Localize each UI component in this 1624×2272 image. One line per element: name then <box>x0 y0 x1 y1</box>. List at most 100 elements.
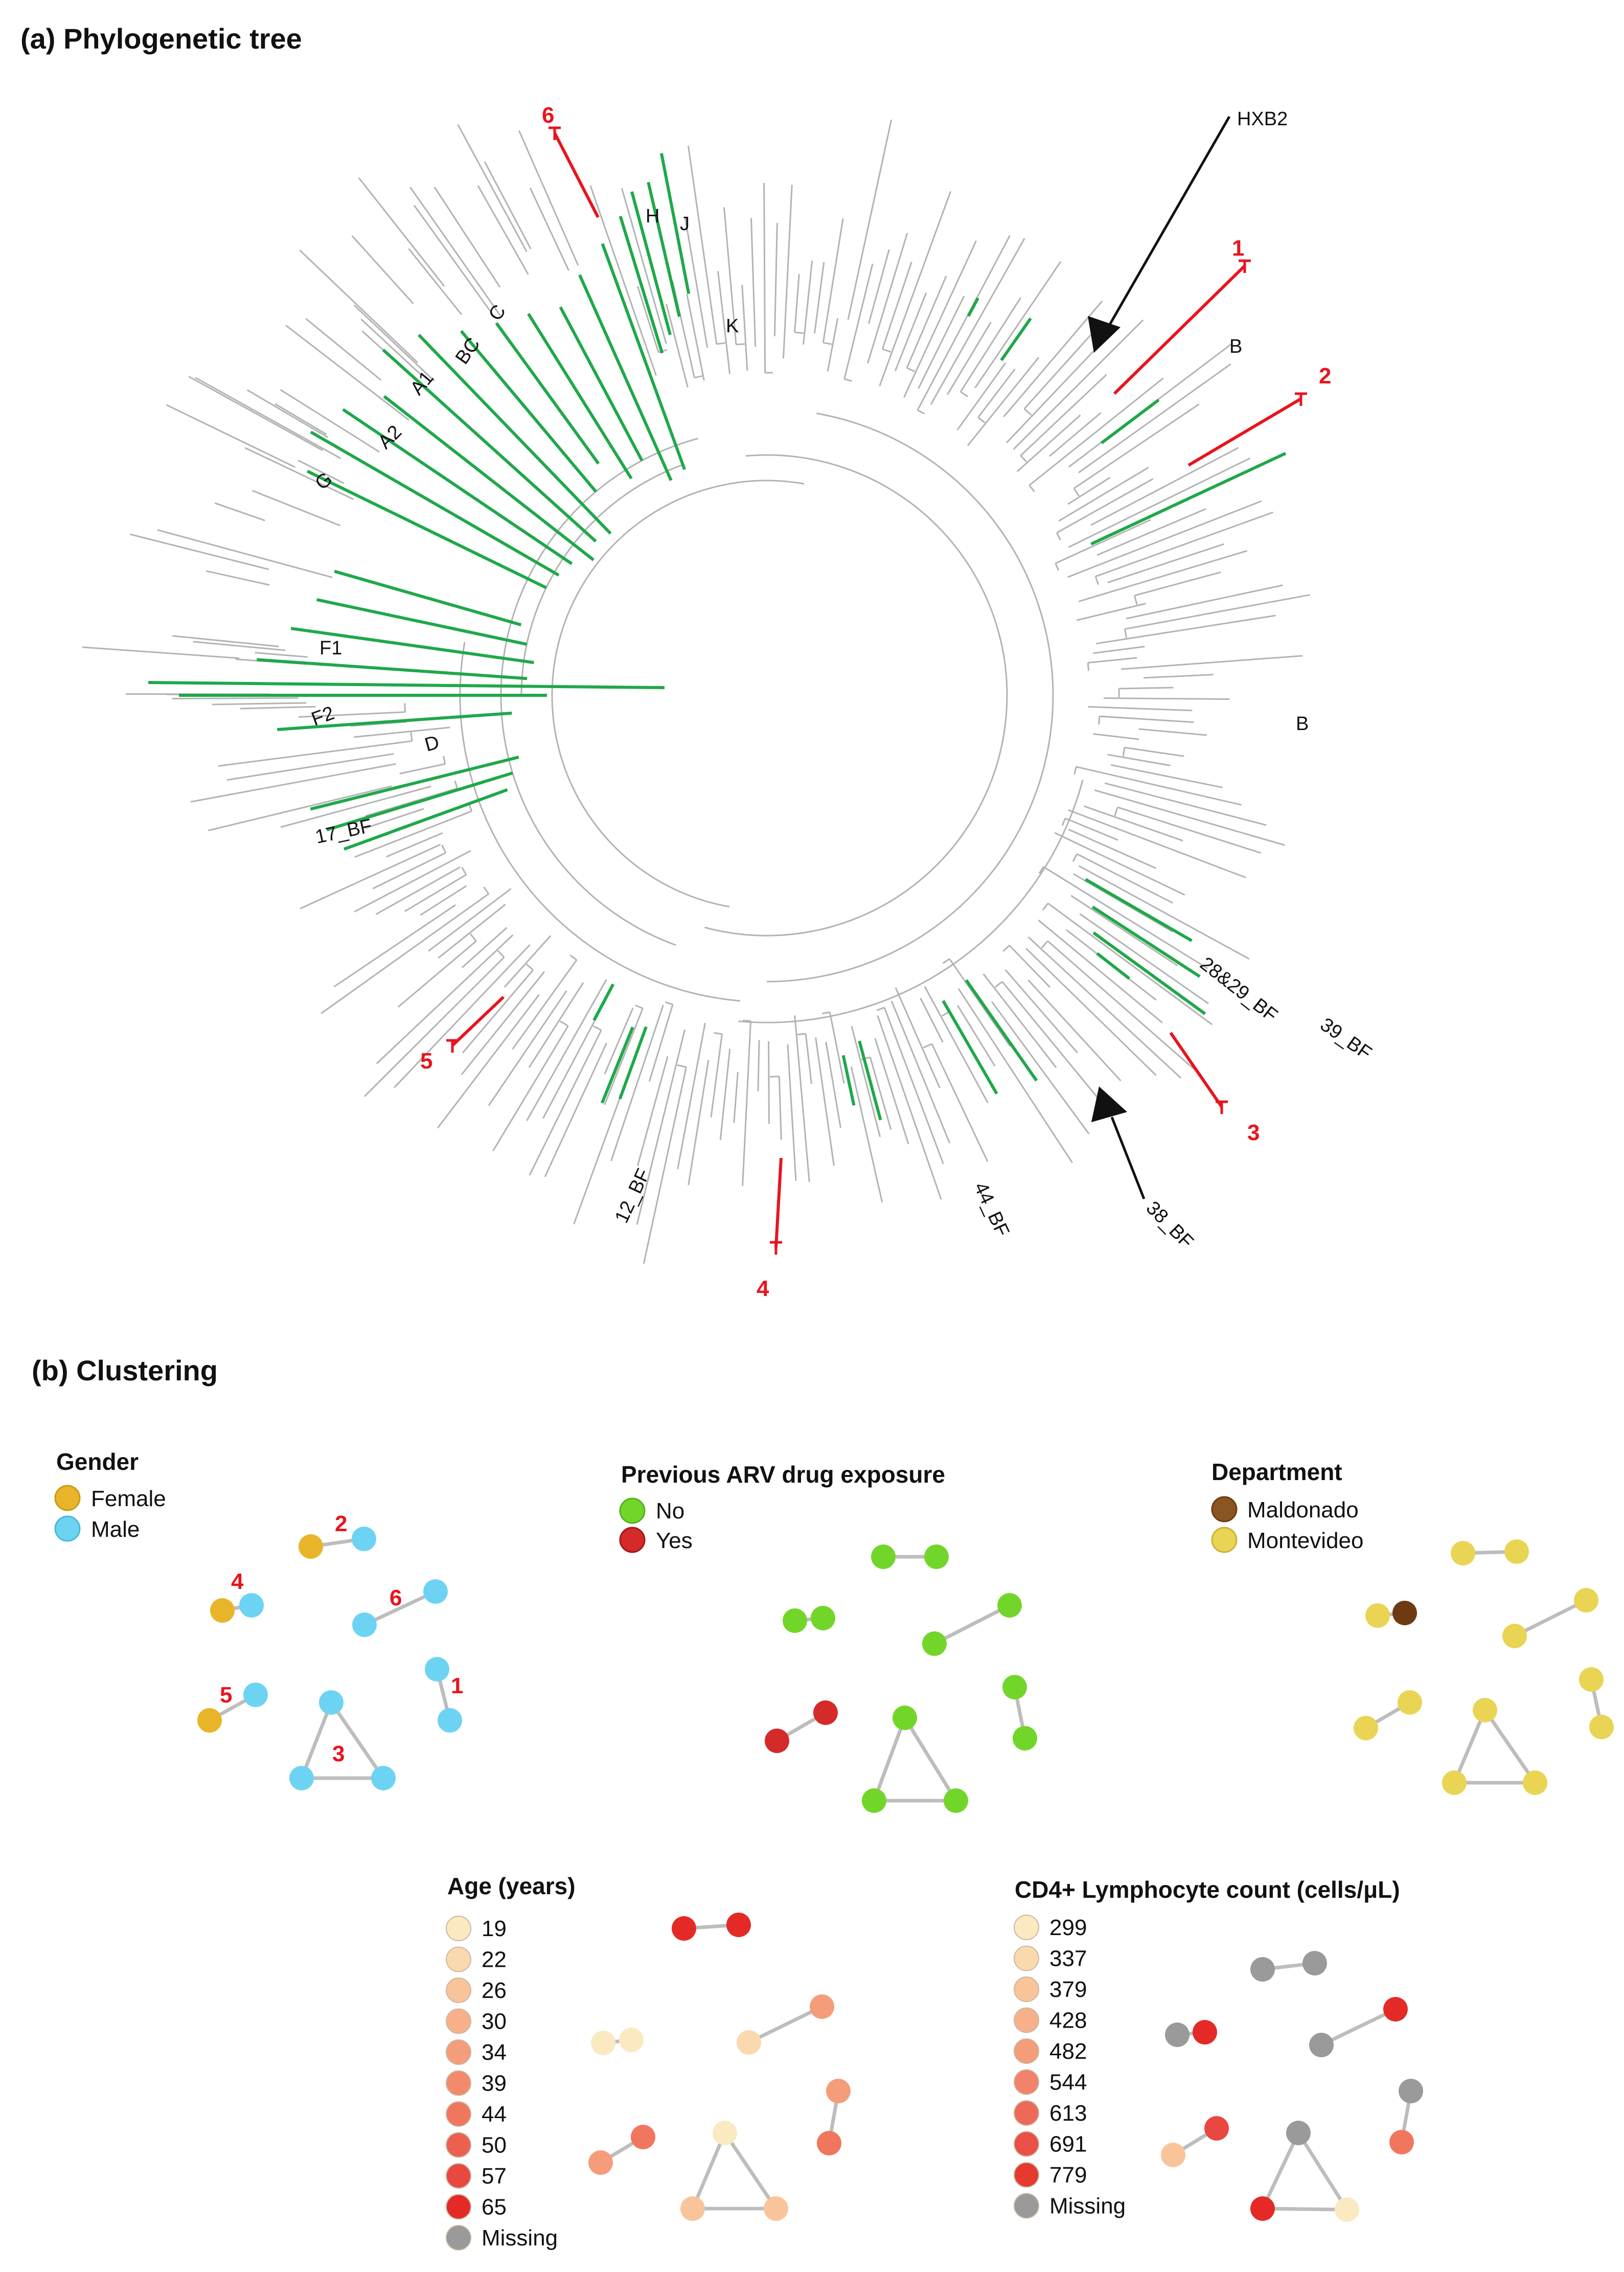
gender-node <box>371 1766 396 1790</box>
tree-branch <box>1067 500 1262 578</box>
tree-branch <box>803 260 813 345</box>
tree-branch <box>363 957 505 1097</box>
tree-branch <box>376 934 514 1064</box>
tree-branch <box>484 161 532 249</box>
age-node <box>817 2131 841 2155</box>
tree-node-link <box>977 417 986 423</box>
tree-reference-branch <box>326 771 513 832</box>
tree-node-link <box>1094 576 1100 585</box>
tree-arc <box>704 454 1008 937</box>
tree-branch <box>413 205 493 314</box>
tree-branch <box>1043 866 1208 969</box>
tree-branch <box>1013 319 1144 450</box>
tree-branch <box>397 940 477 1008</box>
tree-branch <box>333 904 456 988</box>
tree-branch <box>956 362 1007 430</box>
tree-branch <box>742 1020 752 1186</box>
gender-node <box>438 1708 462 1733</box>
legend-swatch <box>1014 2162 1039 2188</box>
age-legend: 19 22 26 30 34 39 44 50 57 65 Missing <box>446 1916 558 2251</box>
tree-branch <box>949 958 1011 1047</box>
tree-branch <box>1095 511 1273 577</box>
cd4-legend: 299 337 379 428 482 544 613 691 779 Missing <box>1014 1915 1126 2219</box>
tree-branch <box>778 1076 782 1140</box>
tree-branch <box>867 233 908 364</box>
tree-branch <box>621 188 667 344</box>
tree-reference-branch <box>1101 398 1160 444</box>
gender-node <box>289 1766 314 1790</box>
tree-node-link <box>1023 408 1032 416</box>
arv-node <box>1013 1726 1037 1751</box>
tree-branch <box>166 404 295 468</box>
tree-branch <box>1093 733 1139 740</box>
age-network-panel: Age (years) 19 22 26 30 34 39 44 50 57 65 Missing <box>446 1873 851 2251</box>
tree-branch <box>1003 300 1103 418</box>
department-node <box>1574 1588 1598 1612</box>
gender-node <box>352 1612 377 1637</box>
age-node <box>680 2196 705 2221</box>
tree-branch <box>372 852 446 890</box>
tree-branch <box>741 285 748 371</box>
cd4-node <box>1302 1951 1327 1975</box>
panel-a-title: (a) Phylogenetic tree <box>20 22 302 55</box>
legend-label: 19 <box>482 1916 507 1941</box>
legend-swatch <box>446 1978 471 2003</box>
tree-branch <box>353 304 435 382</box>
legend-label: 299 <box>1049 1915 1087 1940</box>
tree-node-link <box>917 409 925 415</box>
tree-branch <box>457 124 528 253</box>
tree-branch <box>280 389 380 453</box>
tree-branch <box>794 274 800 333</box>
tree-node-link <box>634 1004 644 1009</box>
tree-cluster-branch <box>1113 264 1246 395</box>
tree-branch <box>604 1007 634 1075</box>
tree-branch <box>982 973 1057 1069</box>
legend-label: Missing <box>1049 2194 1126 2219</box>
age-node <box>737 2030 761 2055</box>
tree-branch <box>931 1043 989 1162</box>
tree-branch <box>1054 832 1185 896</box>
legend-label: Missing <box>482 2225 558 2251</box>
tree-node-link <box>1038 866 1044 874</box>
tree-reference-branch <box>858 1040 882 1121</box>
gender-cluster-label-2: 2 <box>335 1511 347 1536</box>
gender-legend-label-male: Male <box>91 1517 140 1542</box>
tree-branch <box>195 377 341 459</box>
gender-node <box>197 1708 222 1733</box>
age-node <box>591 2031 615 2055</box>
tree-node-link <box>942 958 950 964</box>
legend-label: 26 <box>482 1978 507 2003</box>
tree-node-link <box>1002 945 1010 952</box>
subtype-label-44bf: 44_BF <box>970 1179 1013 1240</box>
tree-branch <box>822 218 844 343</box>
tree-branch <box>1020 374 1107 457</box>
tree-reference-branch <box>601 243 687 470</box>
tree-branch <box>364 808 424 829</box>
tree-branch <box>946 322 992 395</box>
tree-branch <box>1107 754 1171 766</box>
legend-label: 482 <box>1049 2039 1087 2064</box>
tree-branch <box>787 1044 797 1181</box>
38bf-arrow <box>1091 1086 1146 1199</box>
tree-branch <box>813 262 825 334</box>
tree-reference-branch <box>1096 952 1131 980</box>
tree-branch <box>240 706 316 710</box>
tree-branch <box>1073 403 1200 489</box>
tree-branch <box>930 238 1025 405</box>
tree-node-link <box>994 981 1003 988</box>
tree-branch <box>404 874 467 912</box>
legend-label: 65 <box>482 2195 507 2220</box>
gender-cluster-label-1: 1 <box>451 1673 463 1698</box>
tree-branch <box>529 187 569 271</box>
tree-node-link <box>694 375 703 379</box>
tree-branch <box>957 988 1073 1164</box>
tree-branch <box>1084 805 1183 842</box>
tree-branch <box>255 652 308 658</box>
tree-cluster-label-4: 4 <box>757 1276 769 1301</box>
tree-cluster-tip <box>548 126 561 140</box>
gender-network-panel: Gender Female Male 2 4 6 5 1 3 <box>54 1448 463 1790</box>
gender-legend-title: Gender <box>56 1448 139 1475</box>
arv-legend-title: Previous ARV drug exposure <box>621 1461 945 1488</box>
tree-reference-branch <box>383 395 595 561</box>
tree-branch <box>365 787 458 817</box>
